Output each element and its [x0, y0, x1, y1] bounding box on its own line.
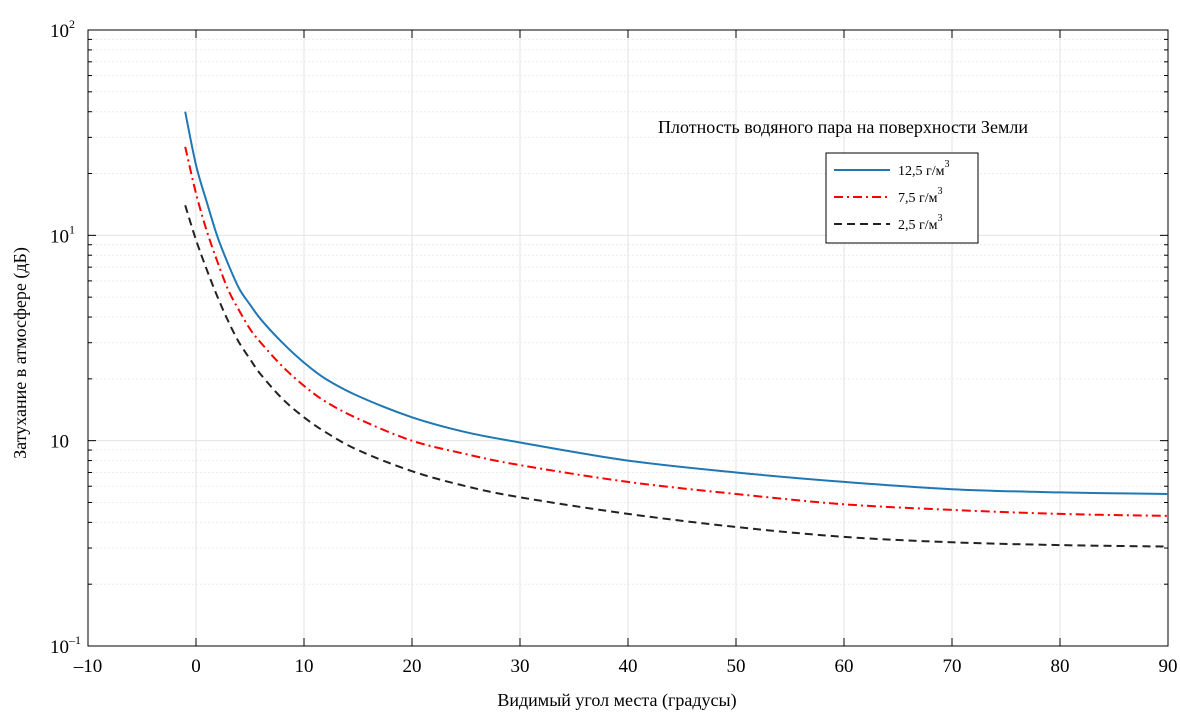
series-line-1 — [184, 146, 1169, 517]
y-tick-label: 10–1 — [50, 633, 81, 658]
x-tick-label: 70 — [943, 656, 962, 677]
y-tick-label: 102 — [50, 17, 75, 42]
x-tick-label: 60 — [835, 656, 854, 677]
legend-box — [825, 152, 979, 244]
tick-labels: –10 0 10 20 30 40 50 60 70 80 90 102 101 10 10–1 — [50, 17, 1178, 677]
x-tick-label: 80 — [1051, 656, 1070, 677]
x-tick-label: 90 — [1159, 656, 1178, 677]
legend-title: Плотность водяного пара на поверхности З… — [658, 117, 1028, 137]
legend-label-1: 7,5 г/м3 — [898, 186, 943, 206]
y-axis-label: Затухание в атмосфере (дБ) — [10, 247, 31, 459]
x-tick-label: 30 — [511, 656, 530, 677]
x-axis-label: Видимый угол места (градусы) — [497, 690, 736, 711]
x-tick-label: 0 — [191, 656, 201, 677]
x-tick-label: –10 — [73, 656, 103, 677]
series-line-2 — [184, 205, 1169, 548]
series-group — [184, 111, 1169, 548]
legend: Плотность водяного пара на поверхности З… — [658, 117, 1028, 244]
x-tick-label: 50 — [727, 656, 746, 677]
x-tick-label: 40 — [619, 656, 638, 677]
y-tick-label: 101 — [50, 222, 75, 247]
x-tick-label: 20 — [403, 656, 422, 677]
legend-label-0: 12,5 г/м3 — [898, 159, 950, 179]
legend-label-2: 2,5 г/м3 — [898, 213, 943, 233]
axis-ticks — [87, 29, 1169, 647]
series-line-0 — [184, 111, 1169, 495]
legend-items: 12,5 г/м3 7,5 г/м3 2,5 г/м3 — [834, 159, 950, 233]
y-tick-label: 10 — [50, 432, 69, 453]
x-tick-label: 10 — [295, 656, 314, 677]
